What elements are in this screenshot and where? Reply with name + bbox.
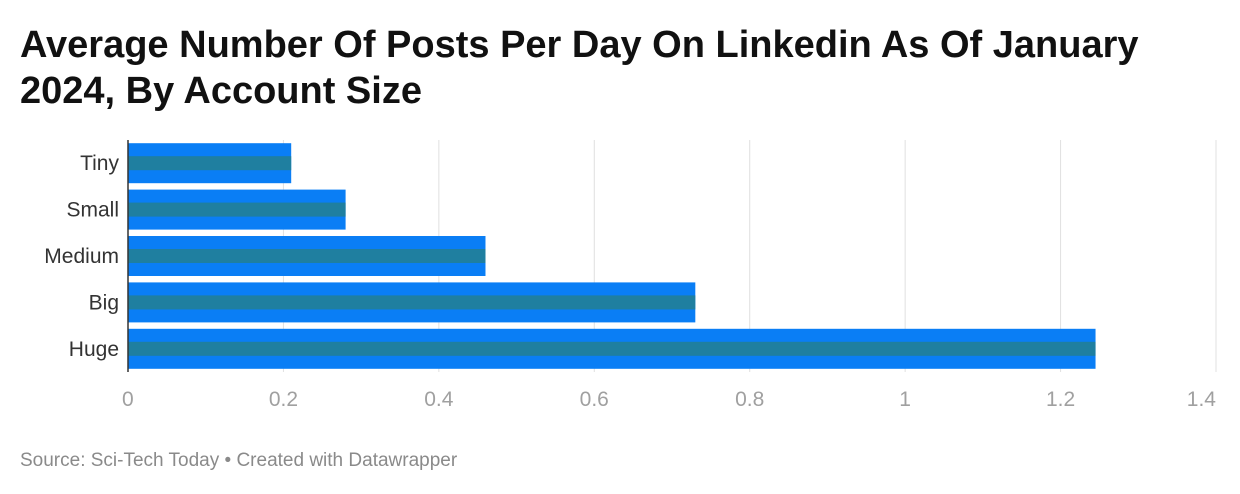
category-label: Huge: [69, 338, 119, 361]
bar-stripe: [128, 295, 696, 310]
category-label: Tiny: [80, 152, 119, 175]
x-tick-label: 1: [899, 388, 911, 411]
bar-stripe: [128, 249, 486, 263]
x-tick-label: 1.4: [1187, 388, 1217, 411]
category-label: Medium: [44, 245, 119, 268]
bar-stripe: [128, 202, 346, 217]
category-label: Small: [66, 199, 119, 222]
source-footer: Source: Sci-Tech Today • Created with Da…: [20, 450, 458, 471]
category-label: Big: [89, 291, 119, 314]
bar-stripe: [128, 341, 1096, 356]
chart-title: Average Number Of Posts Per Day On Linke…: [20, 24, 1139, 112]
x-tick-label: 1.2: [1046, 388, 1075, 411]
x-tick-label: 0.2: [269, 388, 298, 411]
x-tick-label: 0.4: [424, 388, 454, 411]
bar-stripe: [128, 156, 292, 171]
x-tick-label: 0.8: [735, 388, 764, 411]
x-tick-label: 0: [122, 388, 134, 411]
x-tick-label: 0.6: [580, 388, 609, 411]
